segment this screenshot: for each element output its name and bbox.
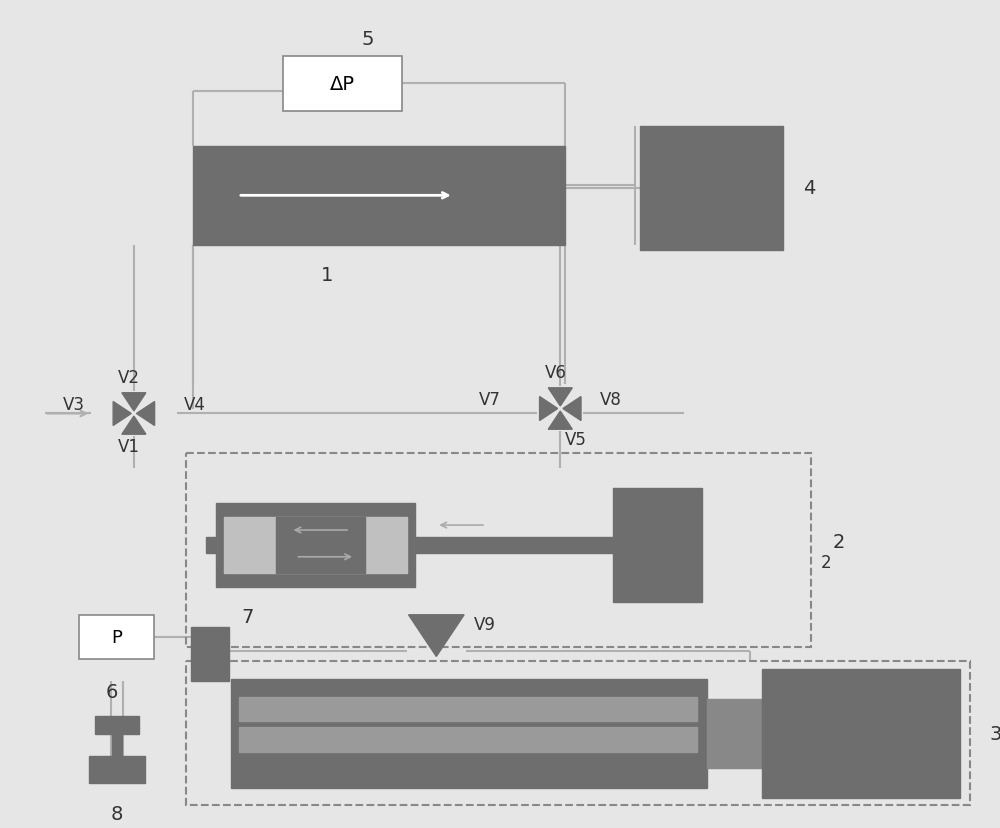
- Polygon shape: [548, 388, 572, 407]
- Text: 6: 6: [106, 681, 118, 700]
- Polygon shape: [548, 412, 572, 430]
- Bar: [762, 669, 960, 798]
- Text: 3: 3: [990, 724, 1000, 743]
- Polygon shape: [563, 397, 581, 421]
- Bar: [224, 518, 407, 573]
- Bar: [276, 518, 365, 573]
- Text: V1: V1: [118, 438, 140, 455]
- Text: V9: V9: [474, 615, 496, 633]
- Bar: [283, 57, 402, 112]
- Text: V6: V6: [544, 363, 566, 382]
- Bar: [239, 728, 697, 752]
- Polygon shape: [136, 402, 155, 426]
- Bar: [112, 734, 122, 756]
- Text: 1: 1: [321, 266, 333, 285]
- Bar: [231, 679, 707, 788]
- Bar: [186, 454, 811, 647]
- Bar: [186, 662, 970, 805]
- Bar: [206, 537, 613, 553]
- Bar: [79, 615, 154, 660]
- Bar: [89, 756, 145, 783]
- Text: P: P: [111, 628, 122, 647]
- Polygon shape: [409, 615, 464, 657]
- Polygon shape: [113, 402, 131, 426]
- Polygon shape: [122, 416, 146, 435]
- Text: V2: V2: [118, 368, 140, 387]
- Text: 4: 4: [803, 179, 816, 198]
- Text: V7: V7: [479, 390, 501, 408]
- Bar: [193, 147, 565, 246]
- Text: 8: 8: [111, 804, 123, 823]
- Bar: [191, 627, 229, 681]
- Bar: [95, 716, 139, 734]
- Bar: [613, 489, 702, 602]
- Polygon shape: [122, 393, 146, 412]
- Text: ΔP: ΔP: [330, 75, 355, 94]
- Bar: [239, 696, 697, 721]
- Text: 5: 5: [362, 30, 374, 49]
- Bar: [216, 503, 415, 587]
- Text: 2: 2: [833, 532, 845, 551]
- Bar: [707, 699, 762, 768]
- Text: V3: V3: [63, 395, 85, 413]
- Bar: [640, 127, 783, 251]
- Text: 7: 7: [241, 608, 253, 627]
- Text: V4: V4: [183, 395, 205, 413]
- Text: V8: V8: [600, 390, 622, 408]
- Text: 2: 2: [821, 553, 832, 571]
- Polygon shape: [540, 397, 558, 421]
- Text: V5: V5: [565, 431, 587, 449]
